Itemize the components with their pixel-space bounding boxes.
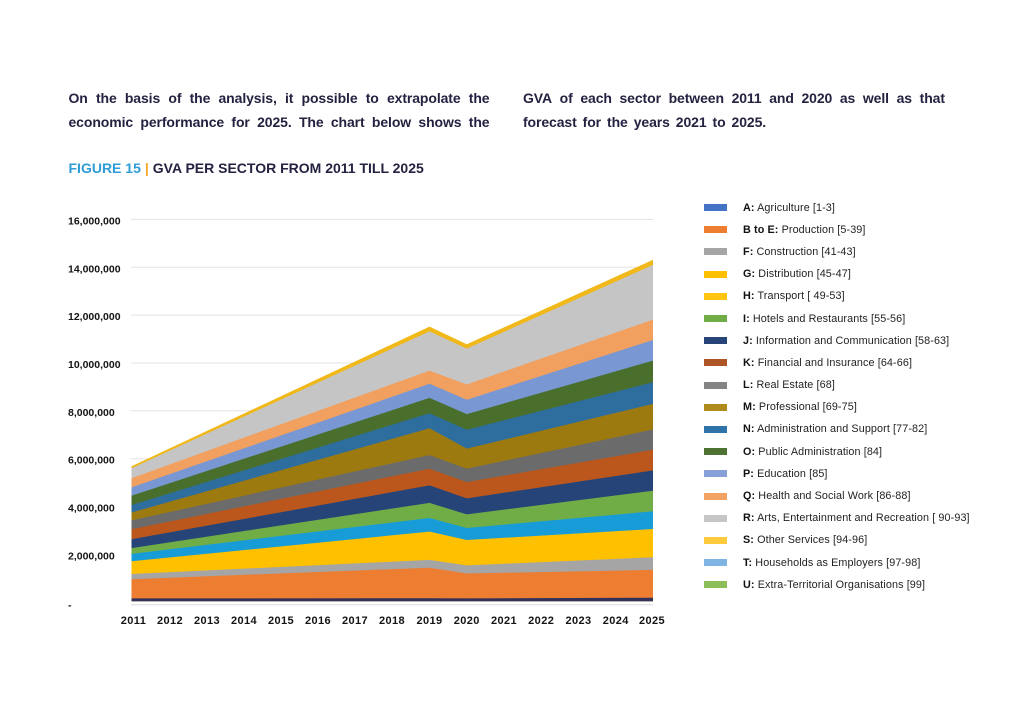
svg-text:16,000,000: 16,000,000 bbox=[68, 215, 121, 227]
svg-text:2013: 2013 bbox=[194, 615, 220, 627]
svg-text:2022: 2022 bbox=[528, 615, 554, 627]
svg-text:2025: 2025 bbox=[639, 615, 665, 627]
svg-text:2024: 2024 bbox=[603, 615, 630, 627]
svg-text:2018: 2018 bbox=[379, 615, 405, 627]
svg-text:2021: 2021 bbox=[491, 615, 517, 627]
svg-text:2011: 2011 bbox=[121, 615, 146, 627]
svg-text:2,000,000: 2,000,000 bbox=[68, 550, 115, 562]
svg-text:6,000,000: 6,000,000 bbox=[68, 455, 115, 467]
svg-text:2012: 2012 bbox=[157, 615, 183, 627]
svg-text:2014: 2014 bbox=[231, 615, 258, 627]
svg-text:2020: 2020 bbox=[454, 615, 480, 627]
svg-text:2016: 2016 bbox=[305, 615, 331, 627]
svg-text:2017: 2017 bbox=[342, 615, 368, 627]
svg-text:4,000,000: 4,000,000 bbox=[68, 503, 115, 515]
svg-text:2015: 2015 bbox=[268, 615, 294, 627]
svg-text:14,000,000: 14,000,000 bbox=[68, 263, 121, 275]
svg-text:12,000,000: 12,000,000 bbox=[68, 311, 121, 323]
svg-text:-: - bbox=[68, 600, 72, 612]
svg-text:8,000,000: 8,000,000 bbox=[68, 407, 115, 419]
svg-text:10,000,000: 10,000,000 bbox=[68, 359, 121, 371]
svg-text:2019: 2019 bbox=[416, 615, 442, 627]
svg-text:2023: 2023 bbox=[565, 615, 591, 627]
